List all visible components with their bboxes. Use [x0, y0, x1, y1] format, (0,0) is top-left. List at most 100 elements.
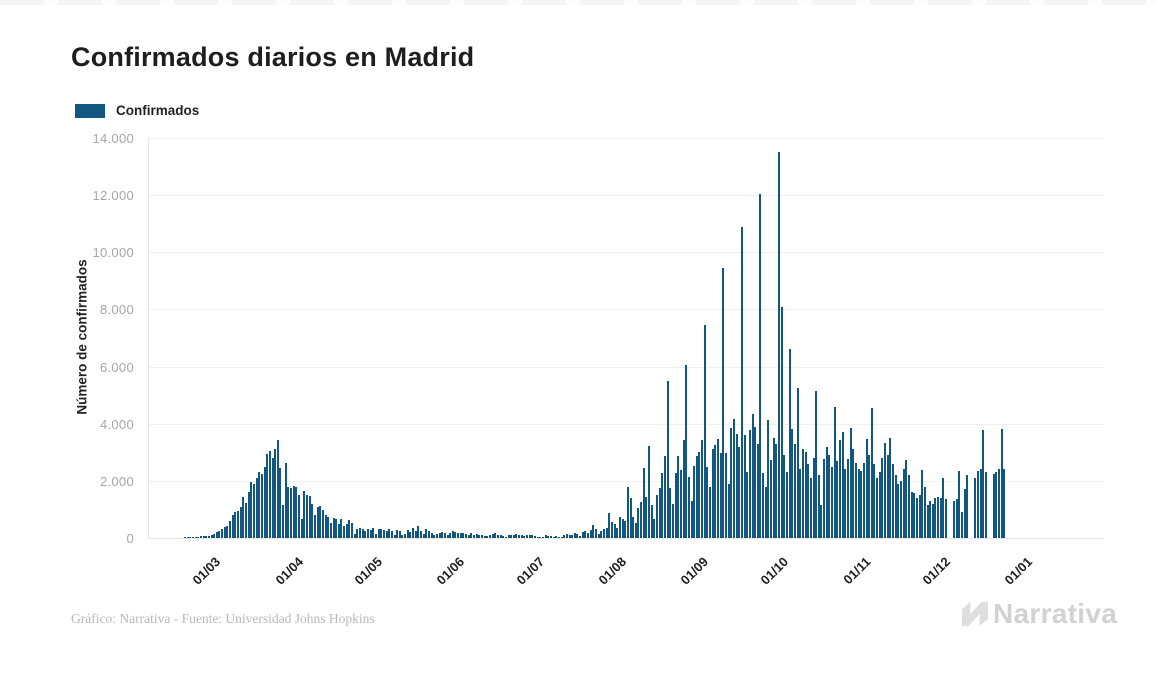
- bar[interactable]: [995, 472, 998, 538]
- bar[interactable]: [321, 510, 324, 538]
- bar[interactable]: [396, 530, 399, 538]
- bar[interactable]: [770, 460, 773, 538]
- bar[interactable]: [491, 534, 494, 538]
- bar[interactable]: [454, 532, 457, 538]
- bar[interactable]: [329, 522, 332, 538]
- bar[interactable]: [316, 507, 319, 538]
- bar[interactable]: [451, 531, 454, 538]
- bar[interactable]: [343, 525, 346, 538]
- bar[interactable]: [756, 443, 759, 538]
- bar[interactable]: [868, 455, 871, 538]
- bar[interactable]: [894, 474, 897, 538]
- bar[interactable]: [565, 534, 568, 538]
- bar[interactable]: [780, 306, 783, 538]
- bar[interactable]: [608, 512, 611, 538]
- bar[interactable]: [785, 472, 788, 538]
- bar[interactable]: [542, 537, 544, 538]
- bar[interactable]: [698, 452, 701, 538]
- bar[interactable]: [520, 535, 523, 538]
- bar[interactable]: [992, 474, 995, 538]
- bar[interactable]: [274, 449, 277, 538]
- bar[interactable]: [417, 526, 420, 538]
- bar[interactable]: [324, 514, 327, 538]
- bar[interactable]: [793, 443, 796, 538]
- bar[interactable]: [788, 349, 791, 538]
- bar[interactable]: [714, 444, 717, 538]
- bar[interactable]: [828, 455, 831, 538]
- bar[interactable]: [372, 528, 375, 538]
- bar[interactable]: [865, 438, 868, 538]
- bar[interactable]: [475, 534, 478, 538]
- bar[interactable]: [255, 478, 258, 538]
- bar[interactable]: [953, 500, 956, 538]
- bar[interactable]: [809, 478, 812, 538]
- bar[interactable]: [663, 456, 666, 538]
- legend-item-confirmados[interactable]: Confirmados: [75, 103, 199, 118]
- bar[interactable]: [645, 496, 648, 538]
- bar[interactable]: [862, 462, 865, 538]
- bar[interactable]: [934, 498, 937, 538]
- bar[interactable]: [191, 537, 194, 538]
- bar[interactable]: [523, 536, 526, 538]
- bar[interactable]: [295, 486, 298, 538]
- bar[interactable]: [364, 531, 367, 538]
- bar[interactable]: [931, 503, 934, 538]
- bar[interactable]: [984, 472, 987, 538]
- bar[interactable]: [446, 534, 449, 538]
- bar[interactable]: [573, 533, 576, 538]
- bar[interactable]: [441, 532, 444, 538]
- bar[interactable]: [648, 446, 651, 538]
- bar[interactable]: [420, 531, 423, 538]
- bar[interactable]: [207, 535, 210, 538]
- bar[interactable]: [921, 470, 924, 538]
- bar[interactable]: [449, 533, 452, 538]
- bar[interactable]: [881, 458, 884, 538]
- bar[interactable]: [767, 420, 770, 538]
- bar[interactable]: [430, 533, 433, 538]
- bar[interactable]: [284, 462, 287, 538]
- bar[interactable]: [711, 449, 714, 538]
- bar[interactable]: [807, 463, 810, 538]
- bar[interactable]: [759, 194, 762, 538]
- bar[interactable]: [258, 471, 261, 538]
- bar[interactable]: [197, 536, 200, 538]
- bar[interactable]: [351, 522, 354, 538]
- bar[interactable]: [374, 534, 377, 538]
- bar[interactable]: [504, 536, 507, 538]
- bar[interactable]: [640, 502, 643, 538]
- bar[interactable]: [751, 414, 754, 538]
- bar[interactable]: [929, 500, 932, 538]
- bar[interactable]: [754, 426, 757, 538]
- bar[interactable]: [242, 497, 245, 538]
- bar[interactable]: [404, 534, 407, 538]
- bar[interactable]: [557, 536, 560, 538]
- bar[interactable]: [353, 534, 356, 538]
- bar[interactable]: [900, 480, 902, 538]
- bar[interactable]: [817, 475, 820, 538]
- bar[interactable]: [356, 528, 359, 538]
- bar[interactable]: [1000, 428, 1003, 538]
- bar[interactable]: [584, 531, 587, 538]
- bar[interactable]: [457, 532, 460, 538]
- bar[interactable]: [709, 486, 712, 538]
- bar[interactable]: [982, 430, 985, 538]
- bar[interactable]: [311, 503, 314, 538]
- bar[interactable]: [820, 505, 823, 538]
- bar[interactable]: [849, 428, 852, 538]
- bar[interactable]: [727, 483, 730, 538]
- bar[interactable]: [388, 529, 391, 538]
- bar[interactable]: [701, 440, 704, 538]
- bar[interactable]: [313, 515, 316, 538]
- bar[interactable]: [873, 464, 876, 538]
- bar[interactable]: [268, 451, 271, 538]
- bar[interactable]: [748, 430, 751, 538]
- bar[interactable]: [682, 440, 685, 538]
- bar[interactable]: [815, 390, 818, 538]
- bar[interactable]: [889, 438, 892, 538]
- bar[interactable]: [496, 534, 499, 538]
- bar[interactable]: [425, 528, 428, 538]
- bar[interactable]: [244, 503, 247, 538]
- bar[interactable]: [252, 484, 255, 538]
- bar[interactable]: [536, 536, 539, 538]
- plot-area[interactable]: [148, 138, 1104, 539]
